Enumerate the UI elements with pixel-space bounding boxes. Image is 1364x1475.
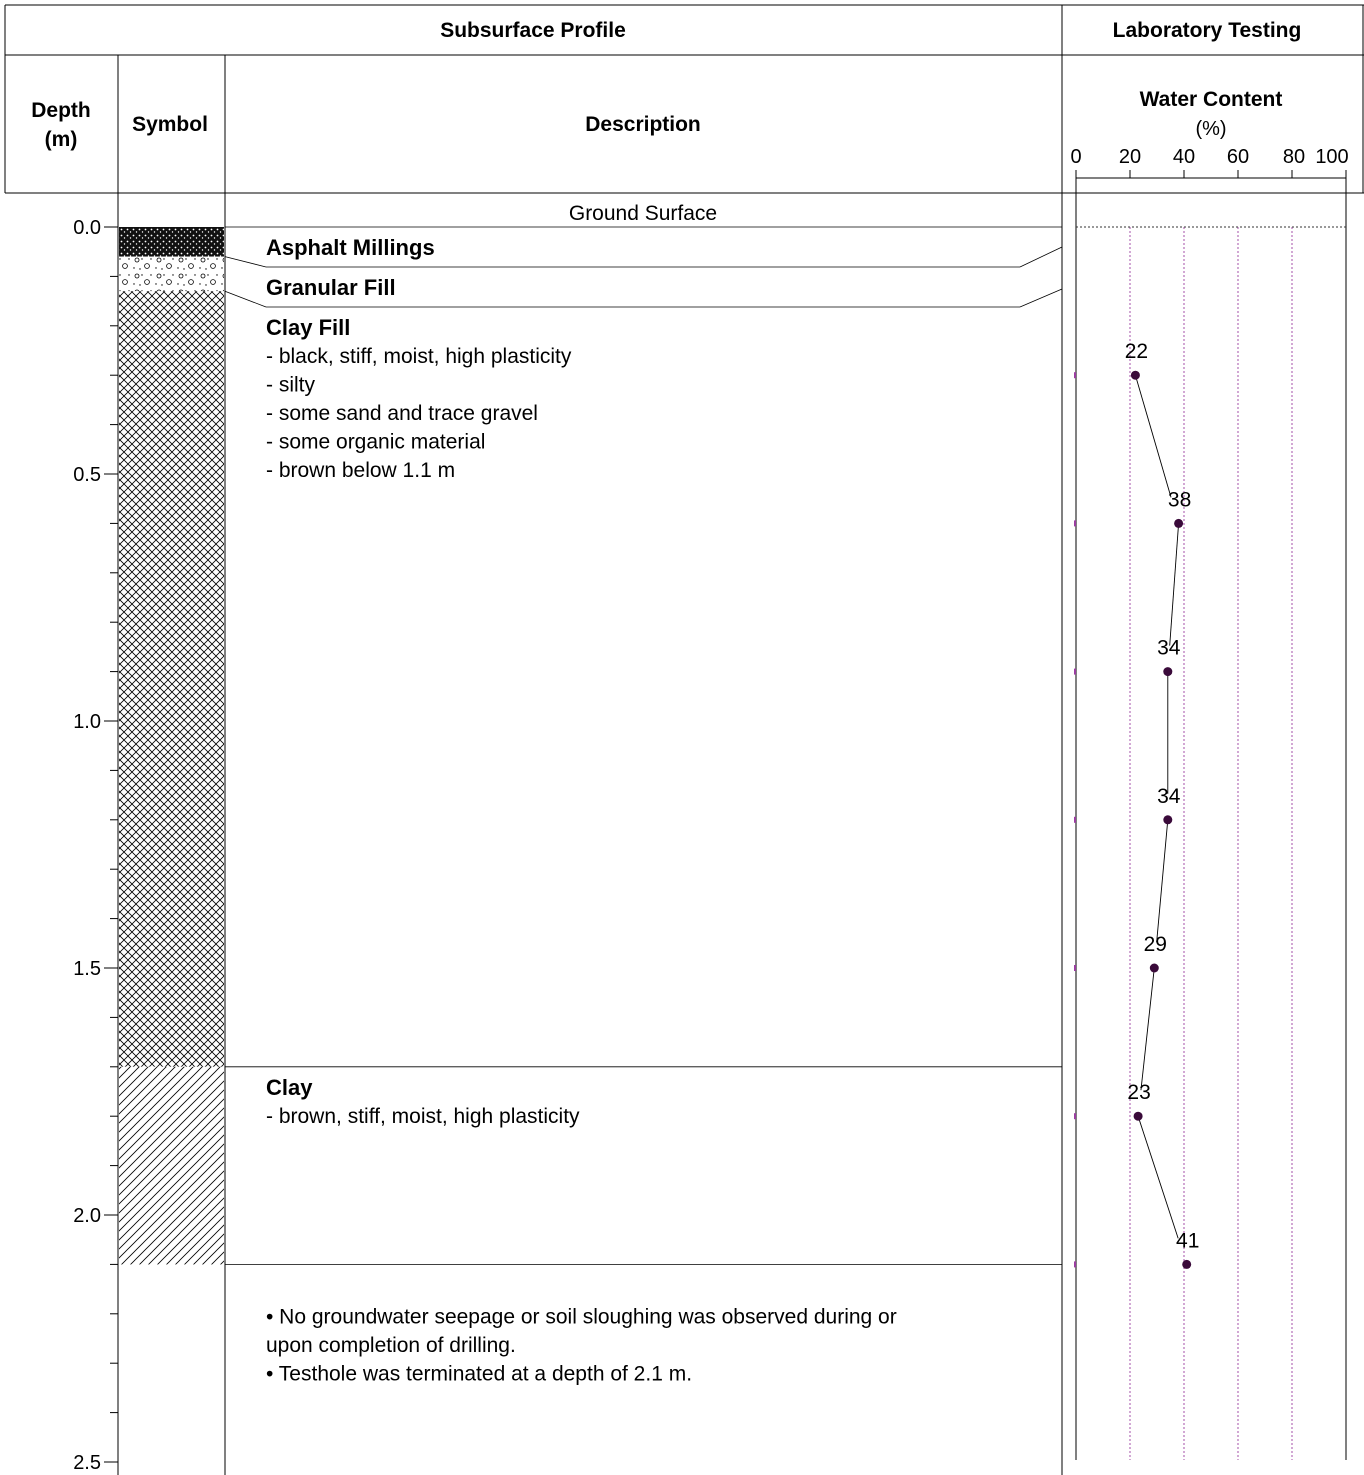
water-content-point	[1182, 1259, 1192, 1269]
water-content-point	[1163, 815, 1173, 825]
description-column: Asphalt Millings Granular Fill Clay Fill - …	[224, 226, 1063, 1385]
water-content-line	[1134, 375, 1172, 498]
laboratory-testing-title: Laboratory Testing	[1113, 19, 1302, 42]
x-tick-label: 60	[1227, 146, 1249, 168]
depth-tick-label: 2.0	[73, 1205, 101, 1227]
layer-name-asphalt: Asphalt Millings	[266, 235, 435, 260]
depth-axis: 0.0 0.5 1.0 1.5 2.0 2.5	[73, 217, 118, 1474]
water-content-value-label: 34	[1157, 785, 1181, 808]
end-note: • Testhole was terminated at a depth of …	[266, 1362, 692, 1385]
water-content-point	[1130, 370, 1140, 380]
water-content-value-label: 29	[1144, 933, 1167, 956]
water-content-point	[1174, 518, 1184, 528]
end-note: upon completion of drilling.	[266, 1334, 516, 1357]
description-header: Description	[585, 113, 701, 136]
water-content-line	[1140, 967, 1155, 1091]
water-content-line	[1156, 819, 1169, 943]
layer-name-gravel: Granular Fill	[266, 275, 396, 300]
water-content-point	[1149, 963, 1159, 973]
depth-tick-label: 0.5	[73, 464, 101, 486]
layer-note: - some sand and trace gravel	[266, 402, 538, 425]
water-content-value-label: 38	[1168, 488, 1191, 511]
layer-note: - some organic material	[266, 431, 485, 454]
depth-tick-label: 0.0	[73, 217, 101, 239]
x-tick-label: 100	[1315, 146, 1348, 168]
symbol-header: Symbol	[132, 113, 208, 136]
leader-right	[1019, 246, 1063, 268]
water-content-value-label: 34	[1157, 637, 1181, 660]
depth-header: Depth	[31, 99, 91, 122]
symbol-crosshatch	[119, 291, 224, 1067]
x-tick-label: 0	[1070, 146, 1081, 168]
x-tick-label: 40	[1173, 146, 1195, 168]
symbol-diagonal	[119, 1066, 224, 1265]
water-content-point	[1163, 667, 1173, 677]
depth-tick-label: 2.5	[73, 1452, 101, 1474]
water-content-value-label: 22	[1125, 340, 1148, 363]
water-content-point	[1133, 1111, 1143, 1121]
depth-tick-label: 1.0	[73, 711, 101, 733]
water-content-chart: 0 20 40 60 80 100 22 38 34 34 29 23 41	[1070, 146, 1349, 1460]
water-content-line	[1169, 523, 1180, 646]
symbol-gravel	[119, 256, 224, 292]
water-content-unit: (%)	[1195, 118, 1226, 140]
ground-surface-label: Ground Surface	[569, 202, 717, 225]
layer-note: - black, stiff, moist, high plasticity	[266, 345, 572, 368]
layer-note: - brown below 1.1 m	[266, 459, 455, 482]
water-content-line	[1137, 1116, 1179, 1239]
x-tick-label: 20	[1119, 146, 1141, 168]
leader-left	[224, 256, 267, 268]
water-content-value-label: 41	[1176, 1229, 1199, 1252]
table-frame	[4, 4, 1364, 1475]
x-tick-label: 80	[1283, 146, 1305, 168]
end-note: • No groundwater seepage or soil sloughi…	[266, 1305, 897, 1328]
symbol-column	[119, 227, 224, 1265]
subsurface-profile-title: Subsurface Profile	[440, 19, 626, 42]
water-content-value-label: 23	[1127, 1081, 1150, 1104]
layer-note: - brown, stiff, moist, high plasticity	[266, 1105, 580, 1128]
leader-left	[224, 290, 267, 308]
layer-note: - silty	[266, 374, 315, 397]
depth-unit-header: (m)	[45, 128, 78, 151]
water-content-title: Water Content	[1140, 88, 1283, 111]
leader-right	[1019, 288, 1063, 308]
layer-name-diagonal: Clay	[266, 1075, 313, 1100]
depth-tick-label: 1.5	[73, 958, 101, 980]
symbol-asphalt	[119, 227, 224, 257]
layer-name-crosshatch: Clay Fill	[266, 315, 350, 340]
